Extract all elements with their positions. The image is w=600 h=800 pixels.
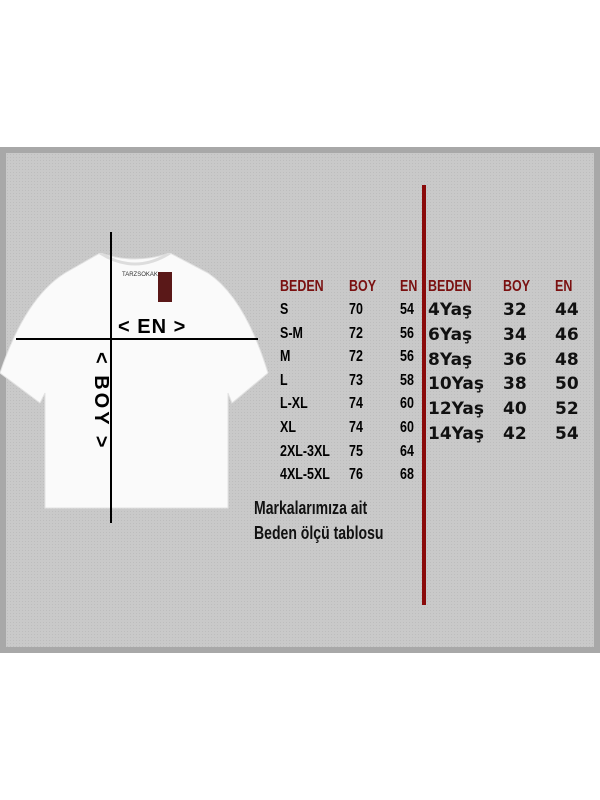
adult-cell: 72 [349, 324, 363, 342]
kids-cell: 4Yaş [428, 300, 473, 320]
adult-cell: M [280, 348, 291, 366]
kids-cell: 8Yaş [428, 349, 473, 370]
adult-cell: S-M [280, 324, 303, 342]
adult-cell: 68 [400, 466, 414, 484]
kids-cell: 6Yaş [428, 324, 473, 345]
hang-tag [158, 272, 172, 302]
kids-cell: 54 [555, 424, 579, 444]
adult-cell: 60 [400, 395, 414, 413]
adult-cell: XL [280, 419, 296, 436]
kids-cell: 48 [555, 349, 579, 370]
table-divider [422, 185, 426, 605]
kids-header-0: BEDEN [428, 278, 472, 295]
kids-cell: 32 [503, 300, 527, 320]
size-chart-panel [0, 147, 600, 653]
kids-cell: 52 [555, 399, 579, 420]
adult-cell: 76 [349, 466, 363, 484]
adult-cell: S [280, 301, 289, 318]
kids-cell: 14Yaş [428, 424, 484, 444]
adult-cell: 64 [400, 442, 414, 460]
kids-cell: 50 [555, 374, 579, 395]
adult-header-0: BEDEN [280, 278, 324, 295]
tshirt-image [0, 253, 269, 509]
kids-header-1: BOY [503, 278, 531, 295]
adult-cell: 60 [400, 419, 414, 436]
adult-cell: 70 [349, 301, 363, 318]
adult-cell: L [280, 371, 288, 389]
adult-cell: 56 [400, 324, 414, 342]
adult-cell: 75 [349, 442, 363, 460]
adult-cell: L-XL [280, 395, 308, 413]
kids-cell: 10Yaş [428, 374, 484, 395]
adult-header-2: EN [400, 278, 418, 295]
adult-cell: 58 [400, 371, 414, 389]
length-label: < BOY > [90, 352, 112, 451]
kids-cell: 46 [555, 324, 579, 345]
length-line [110, 232, 112, 523]
adult-cell: 54 [400, 301, 414, 318]
adult-cell: 72 [349, 348, 363, 366]
note-line-2: Beden ölçü tablosu [254, 523, 384, 543]
adult-header-1: BOY [349, 278, 377, 295]
kids-cell: 36 [503, 349, 527, 370]
kids-cell: 40 [503, 399, 527, 420]
kids-cell: 12Yaş [428, 399, 484, 420]
adult-cell: 73 [349, 371, 363, 389]
adult-cell: 74 [349, 419, 363, 436]
adult-cell: 2XL-3XL [280, 442, 330, 460]
adult-cell: 56 [400, 348, 414, 366]
adult-cell: 74 [349, 395, 363, 413]
kids-cell: 34 [503, 324, 527, 345]
kids-cell: 44 [555, 300, 579, 320]
kids-cell: 38 [503, 374, 527, 395]
width-line [16, 338, 258, 340]
note-line-1: Markalarımıza ait [254, 498, 368, 518]
kids-header-2: EN [555, 278, 573, 295]
kids-cell: 42 [503, 424, 527, 444]
adult-cell: 4XL-5XL [280, 466, 330, 484]
brand-tag-text: TARZSOKAK [122, 272, 158, 278]
width-label: < EN > [118, 316, 187, 338]
